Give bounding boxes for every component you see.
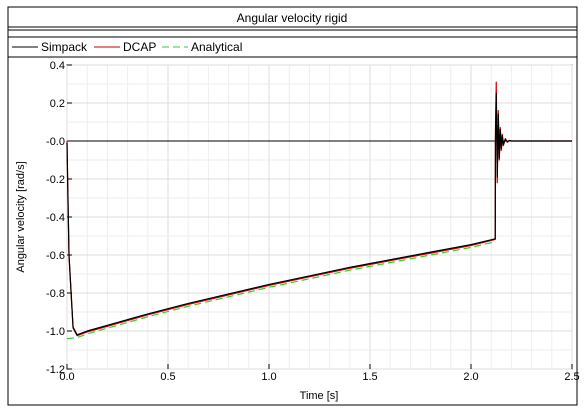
y-tick-label: -0.4: [46, 212, 65, 224]
series-line-simpack: [66, 92, 572, 336]
x-tick-label: 1.0: [261, 371, 276, 383]
x-ticks: 0.0 0.5 1.0 1.5 2.0 2.5: [59, 364, 580, 383]
y-tick-label: -0.0: [46, 136, 65, 148]
x-tick-label: 0.0: [59, 371, 74, 383]
grid: [66, 64, 573, 370]
x-tick-label: 2.5: [564, 371, 579, 383]
y-axis-label: Angular velocity [rad/s]: [15, 161, 27, 272]
y-tick-label: -0.6: [46, 250, 65, 262]
legend-label-analytical: Analytical: [191, 40, 242, 54]
y-tick-label: -1.2: [46, 364, 65, 376]
y-tick-label: -0.8: [46, 288, 65, 300]
chart-title: Angular velocity rigid: [237, 11, 348, 25]
x-tick-label: 1.5: [362, 371, 377, 383]
x-tick-label: 2.0: [463, 371, 478, 383]
legend-label-simpack: Simpack: [41, 40, 88, 54]
y-ticks: 0.4 0.2 -0.0 -0.2 -0.4 -0.6 -0.8 -1.0 -1.2: [46, 60, 72, 376]
y-tick-label: 0.4: [50, 60, 65, 72]
legend-label-dcap: DCAP: [123, 40, 156, 54]
series-layer: [66, 81, 572, 340]
x-tick-label: 0.5: [160, 371, 175, 383]
y-tick-label: -1.0: [46, 326, 65, 338]
legend: Simpack DCAP Analytical: [12, 40, 242, 54]
y-tick-label: -0.2: [46, 174, 65, 186]
y-tick-label: 0.2: [50, 98, 65, 110]
chart-frame: [7, 6, 578, 406]
x-axis-label: Time [s]: [300, 390, 339, 402]
series-line-analytical: [66, 241, 496, 340]
